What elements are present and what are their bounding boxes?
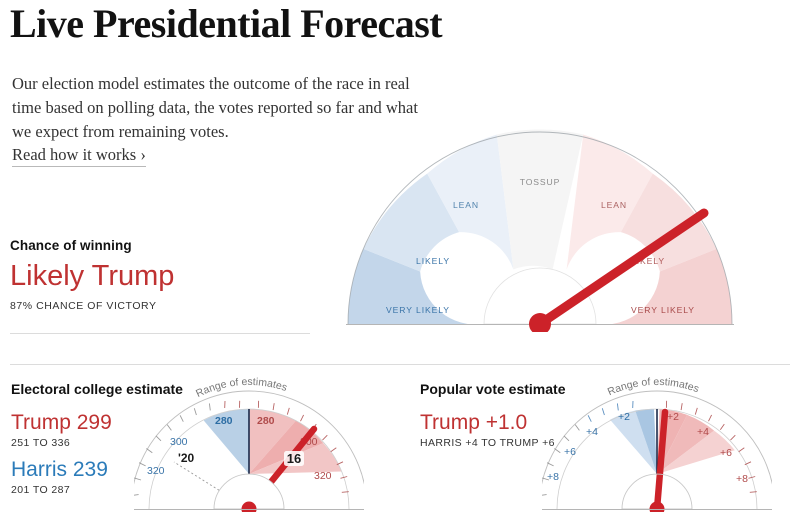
chance-of-winning-value: Likely Trump: [10, 260, 175, 292]
ec-band-harris: [203, 409, 249, 474]
divider-under-chance: [10, 333, 310, 334]
page-title: Live Presidential Forecast: [10, 1, 443, 46]
pv-tick-label-right-2: +2: [667, 411, 679, 423]
gauge-segment-lean-harris: [427, 134, 514, 270]
electoral-trump-range: 251 TO 336: [11, 437, 71, 449]
ec-tick-marks: [134, 403, 211, 496]
ec-range-of-estimates-textpath: Range of estimates: [194, 376, 289, 400]
pv-tick-marks-left: [542, 424, 580, 496]
gauge-outer-arc: [347, 131, 733, 325]
pv-tick-marks-trump: [665, 400, 757, 493]
ec-tick-label-right-320: 320: [314, 470, 332, 482]
gauge-label-tossup: TOSSUP: [520, 177, 561, 187]
ec-tick-label-right-280: 280: [257, 415, 275, 427]
pv-band-harris-outer: [610, 410, 657, 474]
electoral-college-gauge: 320 300 280 280 300 320 '20 16 Range of …: [134, 376, 364, 512]
ec-band-trump-inner: [249, 408, 296, 474]
gauge-label-likely-harris: LIKELY: [416, 256, 450, 266]
gauge-segment-likely-harris: [363, 173, 460, 272]
pv-tick-label-left-4: +4: [586, 426, 598, 438]
gauge-segment-likely-trump: [620, 173, 717, 272]
ec-margin-value: 16: [287, 451, 301, 466]
popular-trump-margin: Trump +1.0: [420, 411, 528, 434]
pv-tick-label-left-6: +6: [564, 446, 576, 458]
pv-tick-label-right-8: +8: [736, 473, 748, 485]
pv-tick-label-left-2: +2: [618, 411, 630, 423]
ec-range-of-estimates-label: Range of estimates: [194, 376, 289, 400]
gauge-segment-very-likely-trump: [596, 248, 732, 325]
electoral-college-title: Electoral college estimate: [11, 381, 183, 397]
pv-tick-label-right-6: +6: [720, 447, 732, 459]
divider-above-lower-panels: [10, 364, 790, 365]
pv-tick-marks-harris: [587, 400, 634, 422]
gauge-label-likely-trump: LIKELY: [631, 256, 665, 266]
gauge-label-lean-trump: LEAN: [601, 200, 627, 210]
pv-band-trump-mid: [657, 414, 715, 474]
electoral-harris-range: 201 TO 287: [11, 484, 71, 496]
gauge-needle: [529, 208, 709, 332]
gauge-segment-very-likely-harris: [348, 248, 484, 325]
gauge-label-very-likely-harris: VERY LIKELY: [386, 305, 450, 315]
electoral-harris-total: Harris 239: [11, 458, 108, 481]
pv-band-trump-outer: [657, 430, 735, 474]
pv-tick-label-right-4: +4: [697, 426, 709, 438]
ec-tick-label-left-280: 280: [215, 415, 233, 427]
electoral-trump-total: Trump 299: [11, 411, 112, 434]
gauge-segment-tossup: [496, 129, 584, 270]
ec-tick-label-left-320: 320: [147, 465, 165, 477]
ec-band-trump-mid: [249, 420, 324, 474]
pv-outer-arc: [542, 390, 772, 486]
ec-tick-label-left-300: 300: [170, 436, 188, 448]
popular-vote-gauge: +8 +6 +4 +2 +2 +4 +6 +8 Range of estimat…: [542, 376, 772, 512]
pv-hub: [621, 473, 693, 510]
popular-vote-range: HARRIS +4 TO TRUMP +6: [420, 437, 555, 449]
chance-of-winning-gauge: VERY LIKELY LIKELY LEAN TOSSUP LEAN LIKE…: [346, 129, 734, 332]
gauge-segment-lean-trump: [566, 134, 653, 270]
chance-of-victory-subtext: 87% CHANCE OF VICTORY: [10, 300, 157, 313]
ec-hub: [213, 473, 285, 510]
pv-tick-label-left-8: +8: [547, 471, 559, 483]
ec-margin-badge: 16: [284, 451, 304, 466]
page-deck: Our election model estimates the outcome…: [12, 74, 418, 141]
chance-of-winning-block: Chance of winning Likely Trump 87% CHANC…: [10, 238, 310, 312]
pv-needle: [653, 408, 669, 512]
chance-of-winning-label: Chance of winning: [10, 238, 132, 253]
gauge-label-lean-harris: LEAN: [453, 200, 479, 210]
ec-label-2020: '20: [178, 451, 195, 465]
popular-vote-title: Popular vote estimate: [420, 381, 566, 397]
ec-outer-arc: [134, 390, 364, 486]
gauge-label-very-likely-trump: VERY LIKELY: [631, 305, 695, 315]
pv-band-harris-inner: [635, 409, 657, 474]
read-how-it-works-link[interactable]: Read how it works ›: [12, 145, 146, 167]
